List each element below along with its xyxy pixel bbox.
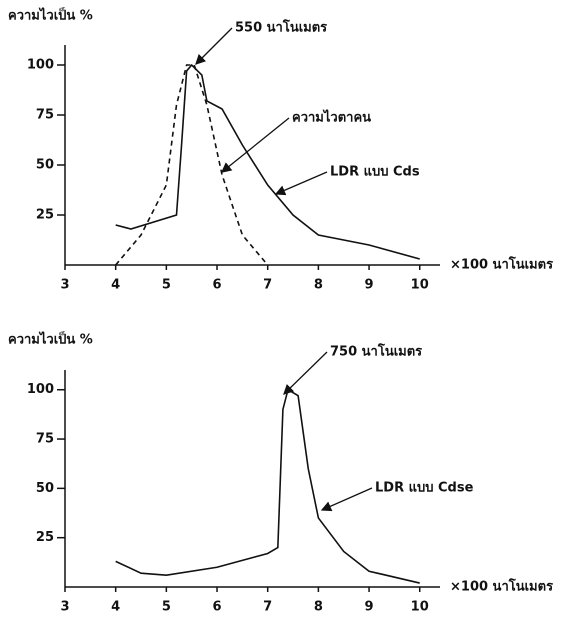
series-line [116,65,268,265]
x-tick-label: 5 [162,278,171,293]
y-axis-label: ความไวเป็น % [8,330,93,348]
x-tick-label: 8 [314,278,323,293]
arrow [196,28,232,64]
x-tick-label: 10 [411,278,429,293]
x-tick-label: 10 [411,600,429,615]
series-label: LDR แบบ Cdse [375,481,474,496]
annotation: 750 นาโนเมตร [330,343,422,360]
x-tick-label: 9 [365,600,374,615]
x-tick-label: 3 [60,600,69,615]
arrow [276,172,327,194]
annotation: 550 นาโนเมตร [235,19,327,36]
y-axis-label: ความไวเป็น % [8,6,93,24]
y-tick-label: 100 [27,382,54,397]
x-tick-label: 7 [263,278,272,293]
x-tick-label: 7 [263,600,272,615]
series-label: ความไวตาคน [292,109,371,126]
y-tick-label: 50 [36,481,54,496]
x-axis-label: ×100 นาโนเมตร [450,256,553,273]
x-tick-label: 6 [213,600,222,615]
y-tick-label: 100 [27,58,54,73]
y-tick-label: 50 [36,158,54,173]
x-tick-label: 5 [162,600,171,615]
y-tick-label: 25 [36,208,54,223]
x-tick-label: 4 [111,600,120,615]
x-tick-label: 9 [365,278,374,293]
x-axis-label: ×100 นาโนเมตร [450,578,553,595]
series-line [116,65,420,259]
y-tick-label: 75 [36,432,54,447]
x-tick-label: 3 [60,278,69,293]
chart-page: ความไวเป็น %×100 นาโนเมตร255075100345678… [0,0,583,622]
series-label: LDR แบบ Cds [330,165,420,180]
x-tick-label: 4 [111,278,120,293]
y-tick-label: 25 [36,530,54,545]
y-tick-label: 75 [36,108,54,123]
arrow [284,352,327,394]
x-tick-label: 8 [314,600,323,615]
x-tick-label: 6 [213,278,222,293]
arrow [322,488,372,510]
